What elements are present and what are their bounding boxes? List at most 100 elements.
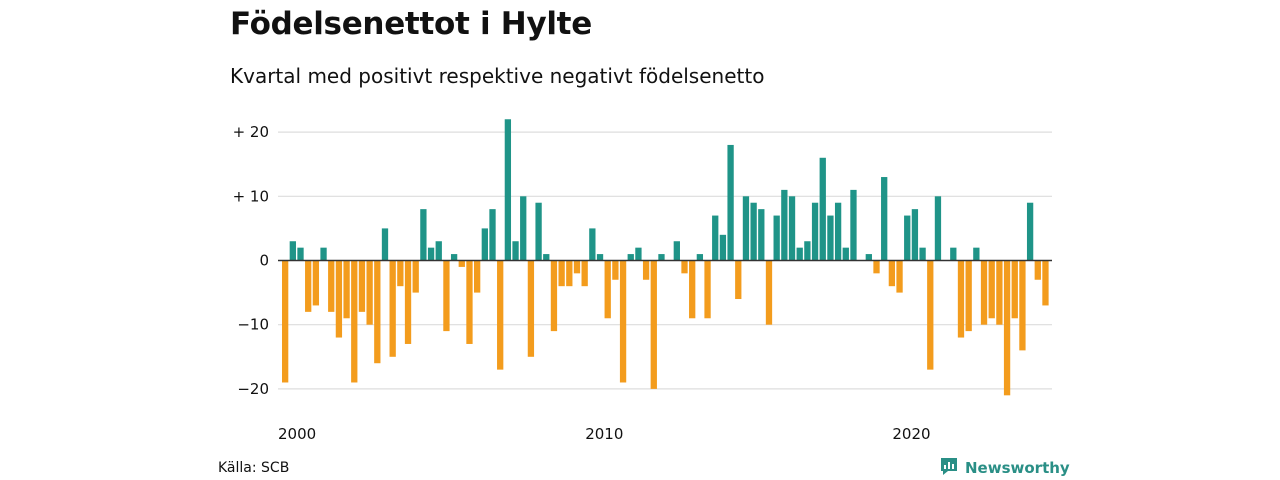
bar bbox=[735, 260, 742, 300]
bar bbox=[704, 260, 711, 319]
bar bbox=[1003, 260, 1011, 396]
bar bbox=[466, 260, 473, 344]
bar bbox=[573, 260, 581, 274]
bar bbox=[458, 260, 465, 267]
bar bbox=[1011, 260, 1018, 319]
bar bbox=[358, 260, 366, 312]
bar bbox=[535, 202, 542, 261]
y-tick-label: + 20 bbox=[233, 123, 269, 141]
bar bbox=[888, 260, 896, 287]
y-tick-label: + 10 bbox=[233, 187, 269, 205]
bar bbox=[650, 260, 657, 389]
chart-subtitle: Kvartal med positivt respektive negativt… bbox=[230, 64, 765, 88]
bar bbox=[712, 215, 719, 261]
bar bbox=[834, 202, 842, 261]
bar bbox=[873, 260, 880, 274]
newsworthy-logo-icon bbox=[939, 456, 959, 480]
bar bbox=[1042, 260, 1049, 306]
bar bbox=[543, 254, 550, 261]
bar bbox=[481, 228, 488, 261]
bar bbox=[996, 260, 1003, 325]
bar bbox=[566, 260, 573, 287]
x-tick-label: 2010 bbox=[585, 425, 623, 443]
bar bbox=[450, 254, 458, 261]
bar bbox=[980, 260, 988, 325]
bar bbox=[589, 228, 596, 261]
bar bbox=[635, 247, 642, 261]
bar bbox=[689, 260, 696, 319]
bar bbox=[312, 260, 320, 306]
bar bbox=[512, 241, 519, 261]
bar bbox=[773, 215, 780, 261]
bar bbox=[658, 254, 665, 261]
bar bbox=[289, 241, 296, 261]
grid-lines bbox=[278, 131, 1052, 390]
bar bbox=[927, 260, 934, 370]
y-tick-label: 0 bbox=[259, 252, 269, 270]
bar bbox=[919, 247, 926, 261]
x-tick-label: 2000 bbox=[278, 425, 316, 443]
chart-title: Födelsenettot i Hylte bbox=[230, 6, 592, 42]
bar bbox=[328, 260, 335, 312]
bar bbox=[781, 189, 788, 261]
brand: Newsworthy bbox=[939, 456, 1070, 480]
bar bbox=[550, 260, 558, 332]
bar bbox=[896, 260, 903, 293]
bar bbox=[374, 260, 381, 364]
bar bbox=[819, 157, 826, 261]
x-tick-labels: 2000 2010 2020 bbox=[278, 425, 931, 443]
bar bbox=[934, 196, 942, 261]
bar bbox=[796, 247, 803, 261]
bar bbox=[412, 260, 419, 293]
bar bbox=[811, 202, 819, 261]
x-tick-label: 2020 bbox=[892, 425, 930, 443]
bar bbox=[788, 196, 796, 261]
bar bbox=[282, 260, 289, 383]
bar bbox=[957, 260, 965, 338]
bar bbox=[727, 144, 734, 261]
bar bbox=[673, 241, 680, 261]
bar bbox=[520, 196, 527, 261]
bar bbox=[335, 260, 343, 338]
bar bbox=[696, 254, 704, 261]
bar bbox=[320, 247, 327, 261]
bar bbox=[443, 260, 450, 332]
bars bbox=[282, 119, 1049, 396]
bar bbox=[904, 215, 911, 261]
bar bbox=[366, 260, 373, 325]
bar bbox=[389, 260, 396, 357]
bar bbox=[750, 202, 757, 261]
bar bbox=[965, 260, 972, 332]
bar bbox=[881, 177, 888, 261]
bar bbox=[988, 260, 995, 319]
y-tick-label: −10 bbox=[237, 316, 269, 334]
bar bbox=[850, 189, 857, 261]
bar bbox=[558, 260, 565, 287]
bar bbox=[604, 260, 611, 319]
bar bbox=[527, 260, 535, 357]
bar bbox=[804, 241, 811, 261]
bar bbox=[297, 247, 304, 261]
y-tick-labels: + 20 + 10 0 −10 −20 bbox=[233, 123, 269, 398]
bar bbox=[973, 247, 980, 261]
bar bbox=[1034, 260, 1041, 280]
bar bbox=[397, 260, 404, 287]
bar bbox=[596, 254, 604, 261]
bar bbox=[742, 196, 750, 261]
bar bbox=[489, 209, 496, 261]
bar bbox=[719, 234, 727, 261]
bar bbox=[627, 254, 634, 261]
bar bbox=[351, 260, 358, 383]
bar bbox=[911, 209, 919, 261]
bar bbox=[435, 241, 442, 261]
bar bbox=[581, 260, 588, 287]
brand-name: Newsworthy bbox=[965, 459, 1070, 477]
bar bbox=[827, 215, 834, 261]
bar bbox=[842, 247, 849, 261]
bar bbox=[865, 254, 872, 261]
bar bbox=[619, 260, 627, 383]
bar bbox=[950, 247, 957, 261]
bar bbox=[427, 247, 435, 261]
bar bbox=[381, 228, 389, 261]
bar bbox=[404, 260, 412, 344]
